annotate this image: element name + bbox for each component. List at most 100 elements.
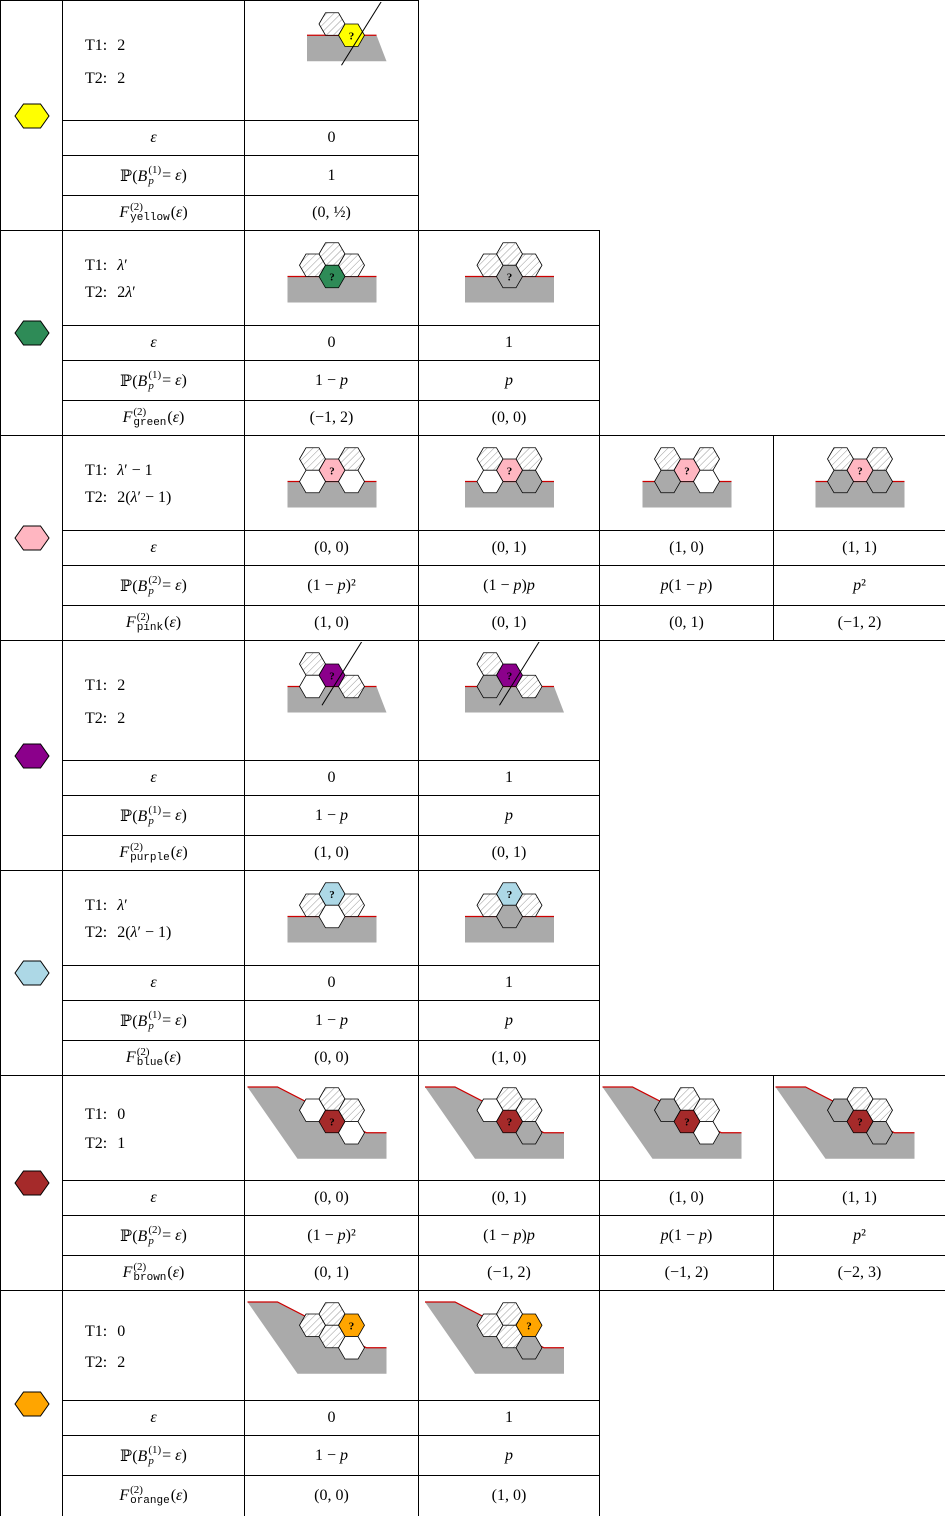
- f-label-sub: blue: [136, 1057, 164, 1069]
- prob-label-tail: = ε): [162, 1226, 187, 1244]
- ground: [602, 1086, 741, 1159]
- f-label-scripts: (2) pink: [137, 612, 163, 634]
- hexagon-picture: ?: [464, 446, 554, 508]
- type-cell: T1: 0 T2: 1: [62, 1075, 245, 1181]
- type-line: T1: λ′: [85, 257, 128, 275]
- prob-label-sup: (2): [148, 1223, 162, 1236]
- epsilon-value: 0: [327, 334, 336, 351]
- ground: [424, 1301, 564, 1374]
- prob-label-tail: = ε): [162, 806, 187, 824]
- epsilon-label-cell: ε: [62, 760, 245, 796]
- hexagon: [515, 469, 542, 493]
- ground: [287, 481, 376, 508]
- f-label-scripts: (2) purple: [130, 842, 170, 864]
- f-label-tail: (ε): [170, 204, 188, 221]
- f-label-scripts: (2) green: [133, 407, 166, 429]
- f-cell: (−1, 2): [418, 1255, 600, 1291]
- epsilon-cell: 0: [244, 1400, 419, 1436]
- epsilon-cell: 1: [418, 760, 600, 796]
- t2-label: T2:: [85, 488, 108, 506]
- prob-value: (1 − p)²: [307, 576, 356, 594]
- question-mark: ?: [329, 271, 335, 283]
- prob-cell: 1 − p: [244, 360, 419, 401]
- epsilon-cell: (1, 0): [599, 530, 774, 566]
- question-mark: ?: [506, 271, 512, 283]
- hexagon-picture: ?: [815, 446, 904, 508]
- epsilon-value: (0, 1): [491, 539, 527, 556]
- f-label-tail: (ε): [167, 409, 185, 426]
- prob-label-sub: p: [148, 1019, 154, 1032]
- hexagon-picture: ?: [464, 241, 554, 303]
- f-value: (0, 0): [314, 1049, 349, 1066]
- color-hexagon: [13, 1391, 50, 1416]
- ground: [287, 916, 376, 943]
- f-cell: (0, 0): [244, 1475, 419, 1516]
- color-hexagon: [13, 525, 50, 551]
- prob-label-cell: ℙ(B (2) p = ε): [62, 1215, 245, 1256]
- f-label-cell: F (2) blue (ε): [62, 1040, 245, 1076]
- hexagon-picture: ?: [464, 641, 564, 713]
- epsilon-value: (1, 0): [669, 1189, 704, 1206]
- picture-cell: ?: [244, 870, 419, 966]
- question-mark: ?: [506, 670, 512, 682]
- ground: [424, 1086, 564, 1159]
- f-label-main: F: [119, 1487, 130, 1504]
- hexagon-picture: ?: [424, 1300, 564, 1374]
- hexagon-picture: ?: [775, 1085, 914, 1159]
- t1-label: T1:: [85, 36, 108, 54]
- t1-label: T1:: [85, 676, 108, 694]
- t2-label: T2:: [85, 710, 108, 728]
- type-line: T2: 2(λ′ − 1): [85, 924, 171, 942]
- prob-cell: 1 − p: [244, 1435, 419, 1476]
- f-label-sub: yellow: [130, 212, 170, 224]
- f-label-tail: (ε): [170, 1487, 188, 1504]
- hexagon: [515, 674, 542, 698]
- epsilon-label: ε: [150, 1409, 157, 1426]
- picture-cell: ?: [244, 1290, 419, 1401]
- f-cell: (−1, 2): [599, 1255, 774, 1291]
- t2-value: 2λ′: [117, 283, 136, 301]
- epsilon-cell: 1: [418, 325, 600, 361]
- prob-cell: p(1 − p): [599, 565, 774, 606]
- prob-label-scripts: (1) p: [148, 1444, 161, 1467]
- hexagon-picture: ?: [247, 1085, 386, 1159]
- prob-cell: (1 − p)²: [244, 1215, 419, 1256]
- question-mark: ?: [329, 465, 335, 477]
- f-cell: (0, 1): [418, 835, 600, 871]
- type-cell: T1: λ′ T2: 2(λ′ − 1): [62, 870, 245, 966]
- color-cell: [0, 1075, 63, 1291]
- f-label-main: F: [125, 614, 136, 631]
- f-cell: (0, 1): [599, 605, 774, 641]
- f-value: (0, 1): [491, 614, 527, 631]
- f-label-sup: (2): [136, 1046, 150, 1058]
- hexagon: [865, 469, 893, 493]
- f-label-tail: (ε): [170, 844, 188, 861]
- prob-label-sub: p: [148, 1454, 154, 1467]
- f-value: (0, 1): [491, 844, 527, 861]
- f-value: (−1, 2): [487, 1264, 531, 1281]
- prob-label-tail: = ε): [162, 371, 187, 389]
- picture-cell: ?: [244, 435, 419, 531]
- f-label-sup: (2): [136, 611, 150, 623]
- f-label-tail: (ε): [167, 1264, 185, 1281]
- hexagon: [337, 469, 365, 493]
- epsilon-label-cell: ε: [62, 120, 245, 156]
- ground: [247, 1301, 386, 1374]
- prob-label-sub: p: [148, 379, 154, 392]
- color-cell: [0, 0, 63, 231]
- picture-cell: ?: [244, 0, 419, 121]
- f-label-scripts: (2) yellow: [130, 202, 170, 224]
- epsilon-cell: (0, 1): [418, 530, 600, 566]
- epsilon-value: (1, 1): [842, 1189, 877, 1206]
- prob-cell: p²: [773, 565, 945, 606]
- color-hexagon-icon: [13, 1391, 50, 1416]
- f-cell: (1, 0): [418, 1040, 600, 1076]
- prob-label-sub: p: [148, 174, 154, 187]
- picture-cell: ?: [599, 1075, 774, 1181]
- prob-label-main: ℙ(B: [120, 167, 148, 185]
- ground: [815, 481, 904, 508]
- question-mark: ?: [506, 465, 512, 477]
- f-label-sup: (2): [133, 406, 147, 418]
- hexagon: [495, 264, 523, 288]
- epsilon-label: ε: [150, 1189, 157, 1206]
